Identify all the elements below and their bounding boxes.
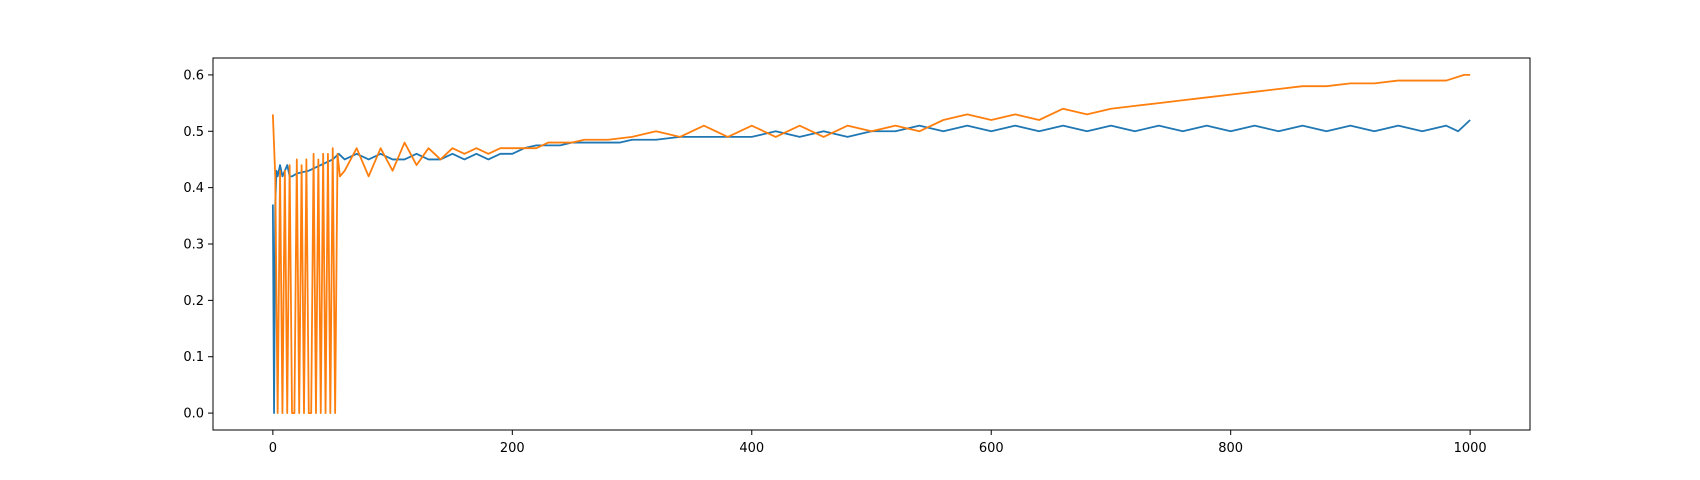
y-axis: 0.0 0.1 0.2 0.3 0.4 0.5 0.6: [183, 68, 213, 422]
series-line-1: [271, 74, 1471, 414]
x-tick-label: 400: [739, 441, 764, 456]
y-tick-label: 0.0: [183, 407, 204, 422]
x-tick-label: 600: [979, 441, 1004, 456]
y-tick-label: 0.1: [183, 350, 204, 365]
x-tick-label: 0: [269, 441, 277, 456]
x-tick-label: 800: [1218, 441, 1243, 456]
y-tick-label: 0.4: [183, 181, 204, 196]
y-tick-label: 0.6: [183, 68, 204, 83]
y-tick-label: 0.3: [183, 238, 204, 253]
x-tick-label: 1000: [1454, 441, 1487, 456]
y-tick-label: 0.5: [183, 125, 204, 140]
series-layer: [271, 74, 1471, 414]
y-tick-label: 0.2: [183, 294, 204, 309]
plot-area: [213, 58, 1530, 430]
x-tick-label: 200: [500, 441, 525, 456]
x-axis: 0 200 400 600 800 1000: [269, 430, 1487, 456]
series-line-0: [271, 119, 1471, 414]
